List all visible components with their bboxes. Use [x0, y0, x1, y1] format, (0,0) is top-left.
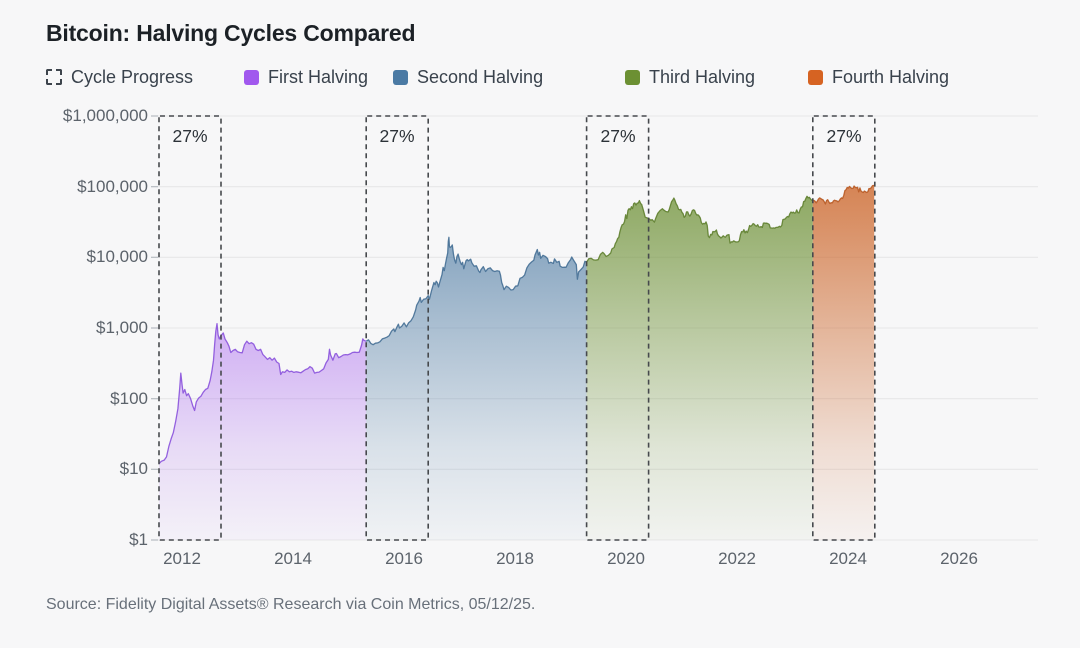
- progress-box-label: 27%: [172, 126, 208, 146]
- third-halving-swatch-icon: [625, 69, 640, 85]
- y-axis-label: $100,000: [77, 177, 148, 196]
- y-axis-label: $100: [110, 389, 148, 408]
- x-axis-label: 2012: [163, 549, 201, 568]
- area-second-halving: [366, 237, 587, 541]
- legend-label: Second Halving: [417, 66, 544, 87]
- cycle-progress-box: [158, 115, 222, 541]
- price-line-first-halving: [158, 323, 367, 465]
- cycle-progress-box: [811, 115, 876, 541]
- source-note: Source: Fidelity Digital Assets® Researc…: [46, 596, 536, 613]
- cycle-progress-dashed-icon: [46, 69, 62, 85]
- progress-box-label: 27%: [600, 126, 636, 146]
- x-axis-label: 2026: [940, 549, 978, 568]
- price-line-second-halving: [365, 236, 587, 346]
- page-title: Bitcoin: Halving Cycles Compared: [46, 20, 416, 46]
- y-axis-label: $1: [129, 530, 148, 549]
- fourth-halving-swatch-icon: [808, 69, 823, 85]
- area-third-halving: [586, 196, 813, 541]
- x-axis-label: 2016: [385, 549, 423, 568]
- legend-item-third-halving: Third Halving: [625, 66, 755, 88]
- legend-label: Third Halving: [649, 66, 756, 87]
- area-first-halving: [159, 323, 367, 540]
- legend-item-cycle-progress: Cycle Progress: [46, 66, 193, 88]
- area-fourth-halving: [812, 185, 875, 540]
- second-halving-swatch-icon: [393, 69, 408, 85]
- legend-label: Fourth Halving: [832, 66, 950, 87]
- x-axis-label: 2014: [274, 549, 312, 568]
- price-line-third-halving: [586, 195, 814, 263]
- first-halving-swatch-icon: [244, 69, 259, 85]
- y-axis-label: $1,000,000: [62, 106, 148, 125]
- y-axis-label: $10,000: [86, 247, 148, 266]
- legend-label: First Halving: [268, 66, 369, 87]
- progress-box-label: 27%: [826, 126, 862, 146]
- legend-label: Cycle Progress: [71, 66, 194, 87]
- cycle-progress-box: [585, 115, 650, 541]
- chart-legend: Cycle Progress First Halving Second Halv…: [0, 66, 1080, 88]
- y-axis-label: $1,000: [96, 318, 148, 337]
- cycle-progress-box: [365, 115, 430, 541]
- x-axis-label: 2022: [718, 549, 756, 568]
- legend-item-second-halving: Second Halving: [393, 66, 543, 88]
- progress-box-label: 27%: [379, 126, 415, 146]
- x-axis-label: 2024: [829, 549, 867, 568]
- legend-item-fourth-halving: Fourth Halving: [808, 66, 949, 88]
- x-axis-label: 2018: [496, 549, 534, 568]
- y-axis-label: $10: [119, 459, 148, 478]
- x-axis-label: 2020: [607, 549, 645, 568]
- price-line-fourth-halving: [812, 184, 875, 205]
- legend-item-first-halving: First Halving: [244, 66, 368, 88]
